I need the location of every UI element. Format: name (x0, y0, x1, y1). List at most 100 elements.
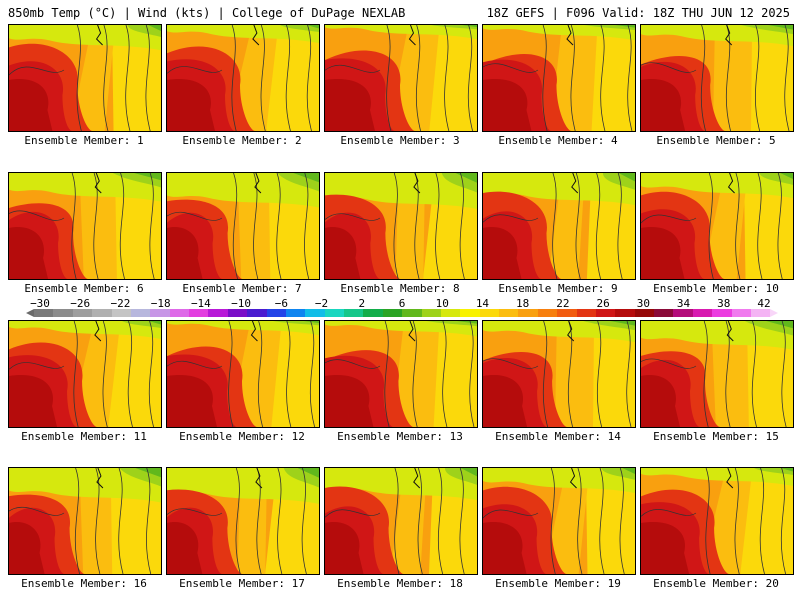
height-contour (552, 173, 558, 279)
coastline (413, 468, 421, 489)
ensemble-member-label: Ensemble Member: 16 (21, 577, 147, 590)
temperature-field-map (167, 25, 319, 131)
ensemble-member-label: Ensemble Member: 4 (498, 134, 618, 147)
temperature-field-map (325, 321, 477, 427)
height-contour (232, 173, 238, 279)
height-contour (394, 468, 400, 574)
height-contour (277, 468, 283, 574)
cool-zone-northeast (431, 25, 477, 30)
temperature-field-map (167, 321, 319, 427)
colorbar-segment (72, 309, 93, 317)
ensemble-member-panel (482, 320, 636, 428)
height-contour (415, 25, 422, 131)
cool-zone-north (9, 321, 161, 339)
coastline (725, 25, 733, 46)
cool-zone-northeast (759, 173, 793, 185)
colorbar-tick-label: 10 (435, 297, 449, 310)
height-contour (74, 468, 80, 574)
hottest-core (325, 79, 375, 131)
colorbar-tick-label: 34 (676, 297, 691, 310)
warm-zone-east (743, 173, 793, 279)
colorbar-segment (208, 309, 228, 317)
ensemble-member-panel (640, 467, 794, 575)
colorbar-segment (479, 309, 499, 317)
height-contour (149, 173, 155, 279)
hottest-core (325, 227, 361, 279)
ensemble-member-panel (166, 320, 320, 428)
height-contour (306, 25, 312, 131)
ensemble-member-label: Ensemble Member: 12 (179, 430, 305, 443)
ensemble-member-panel (8, 24, 162, 132)
temperature-field-map (641, 173, 793, 279)
colorbar-segment (595, 309, 616, 317)
hottest-core (9, 79, 53, 131)
coastline (254, 173, 262, 194)
colorbar-segment (421, 309, 441, 317)
cool-zone-north (641, 25, 793, 47)
product-title: 850mb Temp (°C) | Wind (kts) | College o… (8, 6, 406, 20)
hottest-core (483, 522, 527, 574)
coolest-zone (622, 468, 635, 474)
temperature-colorbar: −30 −26 −22 −18 −14 −10 −6 −2 2 6 10 14 18 22 26 30 34 38… (0, 297, 800, 321)
coolest-zone (461, 25, 477, 28)
coolest-zone (610, 321, 635, 326)
warm-zone-east (263, 25, 319, 131)
temperature-field-map (325, 173, 477, 279)
ensemble-member-panel (166, 172, 320, 280)
coastline (94, 173, 102, 194)
ensemble-member-panel (8, 320, 162, 428)
height-contour (703, 321, 709, 427)
height-contour (257, 321, 263, 427)
height-contour (542, 25, 548, 131)
height-contour (784, 25, 790, 131)
coastline (567, 321, 575, 342)
coolest-zone (297, 468, 319, 478)
ensemble-member-label: Ensemble Member: 8 (340, 282, 460, 295)
coastline (94, 321, 102, 342)
cool-zone-north (483, 468, 635, 494)
coastline (408, 321, 416, 342)
height-contour (626, 321, 632, 427)
hottest-core (325, 522, 364, 574)
coastline (726, 321, 734, 342)
temperature-contour (641, 358, 697, 369)
height-contour (301, 468, 307, 574)
cool-zone-north (641, 468, 793, 486)
colorbar-segment (324, 309, 344, 317)
temperature-field-map (641, 321, 793, 427)
temperature-contour (9, 66, 65, 76)
colorbar-tick-label: 18 (516, 297, 530, 310)
warm-zone-east (585, 468, 635, 574)
colorbar-tick-label: 2 (358, 297, 366, 310)
colorbar-segment (130, 309, 151, 317)
height-contour (595, 173, 601, 279)
colorbar-tick-label: −6 (274, 297, 288, 310)
temperature-contour (483, 214, 539, 223)
height-contour (780, 468, 787, 574)
ensemble-member-label: Ensemble Member: 13 (337, 430, 463, 443)
colorbar-tick-label: 42 (757, 297, 771, 310)
cool-zone-north (325, 25, 477, 40)
height-contour (757, 173, 763, 279)
hottest-core (167, 79, 215, 131)
colorbar-segment (499, 309, 519, 317)
cool-zone-northeast (583, 321, 635, 331)
colorbar-tick-label: 22 (556, 297, 570, 310)
height-contour (751, 321, 757, 427)
height-contour (725, 321, 731, 427)
colorbar-tick-label: −10 (231, 297, 252, 310)
height-contour (437, 468, 444, 574)
colorbar-segment (150, 309, 170, 317)
temperature-contour (641, 214, 697, 224)
ensemble-member-panel (482, 467, 636, 575)
colorbar-segment (111, 309, 131, 317)
temperature-field-map (9, 25, 161, 131)
height-contour (102, 321, 108, 427)
temperature-contour (325, 509, 381, 518)
height-contour (384, 321, 390, 427)
colorbar-segment (247, 309, 267, 317)
cool-zone-north (167, 173, 319, 208)
transition-zone (79, 173, 117, 279)
hottest-core (9, 227, 49, 279)
ensemble-member-label: Ensemble Member: 9 (498, 282, 618, 295)
